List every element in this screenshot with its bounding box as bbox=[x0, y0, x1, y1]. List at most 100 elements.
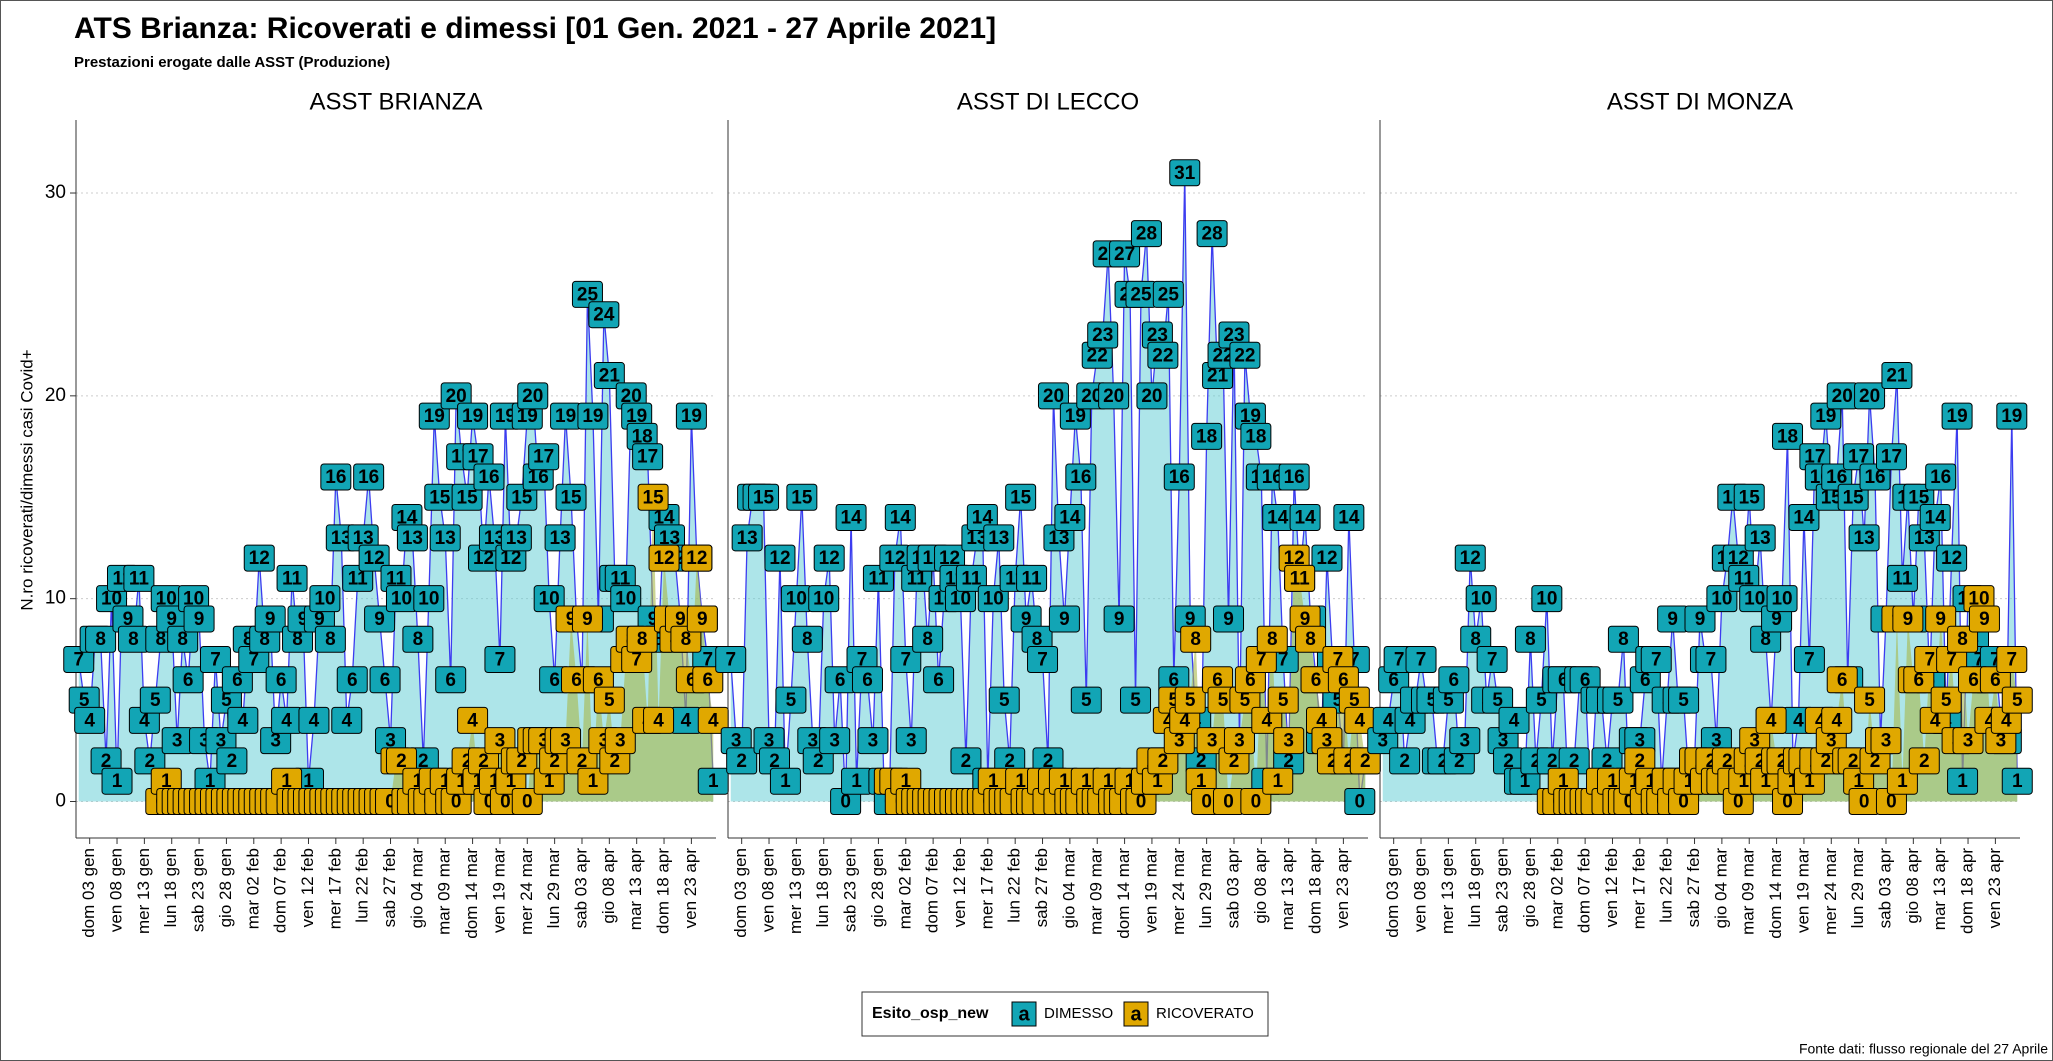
data-label: 11 bbox=[282, 568, 303, 589]
data-label: 7 bbox=[857, 650, 868, 671]
data-label: 5 bbox=[999, 690, 1010, 711]
data-label: 4 bbox=[341, 710, 352, 731]
data-label-box bbox=[418, 402, 450, 430]
data-label: 0 bbox=[1355, 792, 1366, 813]
data-label-box bbox=[604, 727, 636, 755]
data-label: 3 bbox=[829, 731, 840, 752]
area bbox=[160, 497, 714, 802]
data-label: 1 bbox=[161, 771, 172, 792]
data-label: 9 bbox=[1021, 609, 1032, 630]
x-tick-label: gio 28 gen bbox=[216, 848, 235, 927]
data-label: 10 bbox=[418, 589, 439, 610]
data-label: 14 bbox=[890, 508, 912, 529]
x-tick-label: mar 09 mar bbox=[435, 848, 454, 935]
data-label: 13 bbox=[737, 528, 758, 549]
data-label-box bbox=[1196, 220, 1228, 248]
data-label-box bbox=[451, 483, 483, 511]
data-label-box bbox=[1695, 646, 1727, 674]
data-label: 12 bbox=[1728, 548, 1749, 569]
data-label: 1 bbox=[1152, 771, 1163, 792]
data-label: 0 bbox=[840, 792, 851, 813]
x-tick-label: dom 14 mar bbox=[1766, 848, 1785, 939]
data-label: 7 bbox=[1256, 650, 1267, 671]
data-label: 1 bbox=[205, 771, 216, 792]
data-label: 15 bbox=[1843, 487, 1865, 508]
data-label: 1 bbox=[2012, 771, 2023, 792]
data-label: 1 bbox=[1081, 771, 1092, 792]
data-label: 19 bbox=[1947, 406, 1968, 427]
data-label-box bbox=[1772, 422, 1804, 450]
data-label-box bbox=[1240, 787, 1272, 815]
data-label: 0 bbox=[522, 792, 533, 813]
x-tick-label: lun 18 gen bbox=[813, 848, 832, 927]
data-label-box bbox=[610, 585, 642, 613]
data-label-box bbox=[890, 646, 922, 674]
x-tick-label: lun 22 feb bbox=[1657, 848, 1676, 923]
data-label: 1 bbox=[1103, 771, 1114, 792]
data-label-box bbox=[63, 646, 95, 674]
data-label: 11 bbox=[868, 568, 889, 589]
data-label-box bbox=[183, 605, 215, 633]
data-label: 6 bbox=[1837, 670, 1848, 691]
data-label: 10 bbox=[786, 589, 807, 610]
data-label-box bbox=[1109, 240, 1141, 268]
data-label: 6 bbox=[1968, 670, 1979, 691]
data-label: 11 bbox=[961, 568, 982, 589]
data-label: 14 bbox=[1793, 508, 1815, 529]
data-label-box bbox=[221, 666, 253, 694]
data-label: 4 bbox=[1355, 710, 1366, 731]
data-label-box bbox=[835, 504, 867, 532]
data-label-box bbox=[802, 747, 834, 775]
data-label-box bbox=[320, 463, 352, 491]
data-label-box bbox=[314, 625, 346, 653]
data-label: 11 bbox=[1022, 568, 1043, 589]
chart-title: ATS Brianza: Ricoverati e dimessi [01 Ge… bbox=[74, 12, 996, 45]
data-label: 7 bbox=[1804, 650, 1815, 671]
data-label-box bbox=[1793, 646, 1825, 674]
data-label-box bbox=[457, 402, 489, 430]
data-label: 2 bbox=[1004, 751, 1015, 772]
data-label: 13 bbox=[659, 528, 680, 549]
data-label: 6 bbox=[380, 670, 391, 691]
data-label: 1 bbox=[473, 771, 484, 792]
data-label: 7 bbox=[248, 650, 259, 671]
x-tick-label: dom 14 mar bbox=[1114, 848, 1133, 939]
data-label-box bbox=[950, 747, 982, 775]
data-label: 19 bbox=[424, 406, 445, 427]
x-tick-label: mer 13 gen bbox=[134, 848, 153, 934]
x-tick-label: mer 17 feb bbox=[1629, 848, 1648, 929]
data-label: 2 bbox=[577, 751, 588, 772]
data-label-box bbox=[1449, 727, 1481, 755]
data-label: 2 bbox=[1229, 751, 1240, 772]
data-label: 7 bbox=[1394, 650, 1405, 671]
data-label: 5 bbox=[1240, 690, 1251, 711]
data-label-box bbox=[983, 524, 1015, 552]
data-label: 19 bbox=[681, 406, 702, 427]
data-label: 8 bbox=[802, 629, 813, 650]
data-label-box bbox=[544, 524, 576, 552]
data-label-box bbox=[1476, 646, 1508, 674]
data-label: 12 bbox=[473, 548, 494, 569]
data-label: 6 bbox=[1169, 670, 1180, 691]
data-label: 15 bbox=[429, 487, 451, 508]
data-label: 14 bbox=[1059, 508, 1081, 529]
data-label: 7 bbox=[631, 650, 642, 671]
data-label: 20 bbox=[1043, 386, 1064, 407]
data-label: 15 bbox=[791, 487, 813, 508]
data-label-box bbox=[353, 463, 385, 491]
data-label: 2 bbox=[1158, 751, 1169, 772]
data-label: 4 bbox=[1383, 710, 1394, 731]
data-label: 9 bbox=[1059, 609, 1070, 630]
data-label-box bbox=[1229, 341, 1261, 369]
y-tick-label: 0 bbox=[55, 791, 66, 812]
x-tick-label: gio 08 apr bbox=[1903, 848, 1922, 924]
data-label: 10 bbox=[314, 589, 335, 610]
data-label: 4 bbox=[467, 710, 478, 731]
data-label-box bbox=[1465, 585, 1497, 613]
data-label: 17 bbox=[533, 447, 554, 468]
data-label: 18 bbox=[1245, 426, 1266, 447]
data-label-box bbox=[895, 727, 927, 755]
data-label: 13 bbox=[1854, 528, 1875, 549]
data-label: 5 bbox=[79, 690, 90, 711]
data-label-box bbox=[1389, 747, 1421, 775]
